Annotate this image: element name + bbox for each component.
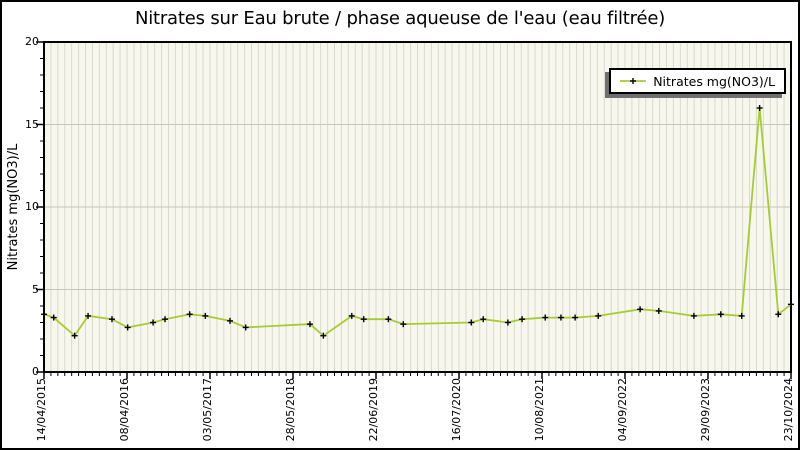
legend-marker-icon: [620, 78, 647, 84]
legend: Nitrates mg(NO3)/L: [609, 68, 786, 94]
x-tick-label: 16/07/2020: [450, 378, 463, 442]
x-tick-label: 29/09/2023: [699, 378, 712, 442]
y-tick-label: 15: [25, 117, 39, 131]
x-tick-label: 08/04/2016: [118, 378, 131, 442]
x-tick-label: 28/05/2018: [284, 378, 297, 442]
x-tick-label: 14/04/2015: [35, 378, 48, 442]
x-tick-label: 04/09/2022: [616, 378, 629, 442]
x-tick-label: 23/10/2024: [782, 378, 795, 442]
y-tick-label: 5: [32, 282, 39, 296]
y-tick-label: 0: [32, 365, 39, 378]
x-tick-label: 22/06/2019: [367, 378, 380, 442]
y-tick-label: 10: [25, 200, 39, 213]
x-tick-label: 03/05/2017: [201, 378, 214, 442]
legend-label: Nitrates mg(NO3)/L: [653, 73, 775, 89]
x-tick-label: 10/08/2021: [533, 378, 546, 442]
chart-title: Nitrates sur Eau brute / phase aqueuse d…: [134, 8, 666, 29]
y-tick-label: 20: [25, 35, 39, 48]
